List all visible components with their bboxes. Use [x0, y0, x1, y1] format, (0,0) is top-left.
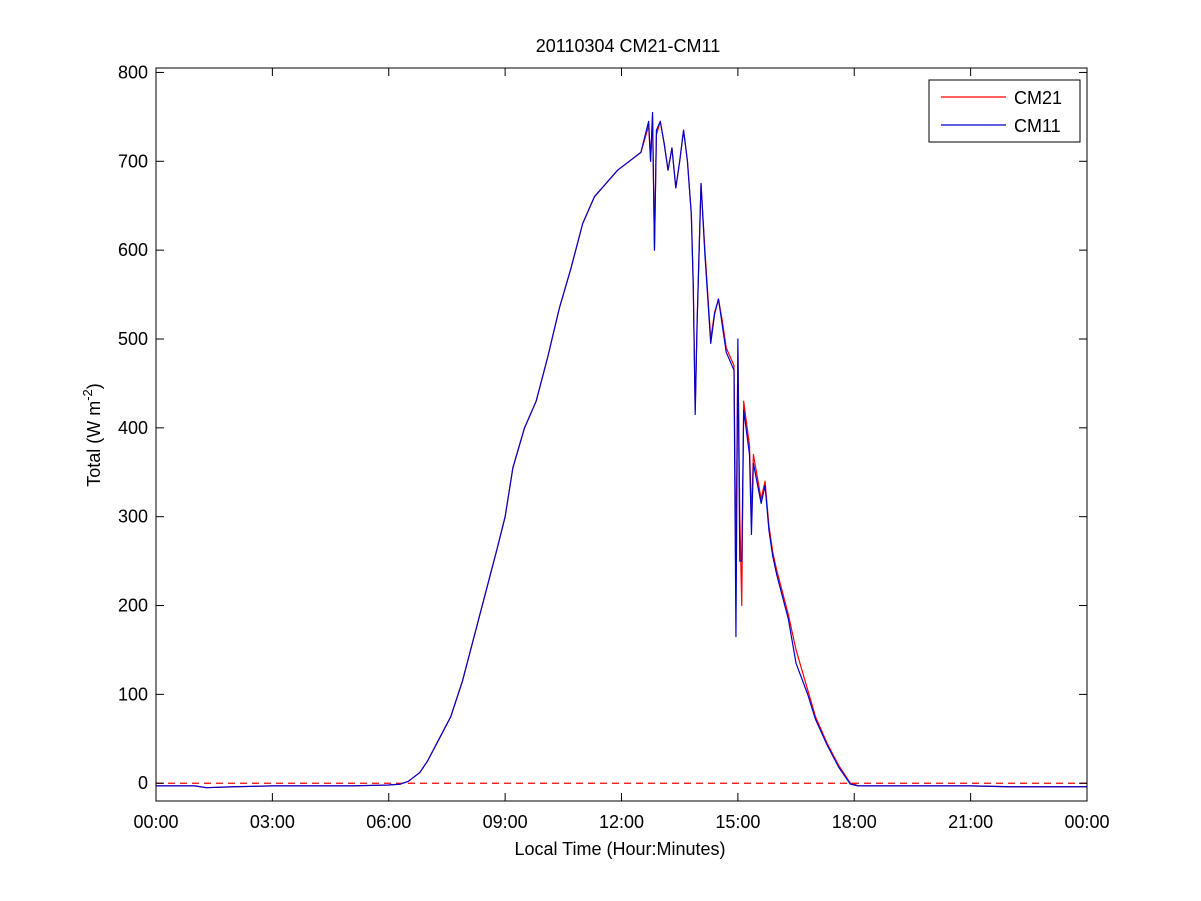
y-axis: 0 100 200 300 400 500 600 700 800 [118, 62, 1087, 793]
series-layer [156, 111, 1087, 789]
x-tick-label: 00:00 [133, 812, 178, 832]
y-axis-title-main: Total (W m [84, 401, 104, 487]
y-tick-label: 300 [118, 507, 148, 527]
y-axis-title-exponent: -2 [80, 389, 95, 401]
x-tick-label: 06:00 [366, 812, 411, 832]
series-line-cm11 [156, 111, 1087, 789]
y-tick-label: 600 [118, 240, 148, 260]
legend-label-cm21: CM21 [1014, 88, 1062, 108]
x-tick-label: 00:00 [1064, 812, 1109, 832]
y-axis-title: Total (W m-2) [80, 383, 104, 487]
plot-area [156, 68, 1087, 801]
y-tick-label: 700 [118, 151, 148, 171]
x-tick-label: 21:00 [948, 812, 993, 832]
y-tick-label: 400 [118, 418, 148, 438]
chart-title: 20110304 CM21-CM11 [536, 36, 720, 56]
y-tick-label: 500 [118, 329, 148, 349]
y-tick-label: 800 [118, 62, 148, 82]
x-tick-label: 18:00 [832, 812, 877, 832]
x-tick-label: 15:00 [715, 812, 760, 832]
x-tick-label: 12:00 [599, 812, 644, 832]
x-tick-label: 09:00 [483, 812, 528, 832]
y-tick-label: 100 [118, 684, 148, 704]
x-axis-title: Local Time (Hour:Minutes) [514, 839, 725, 859]
y-tick-label: 200 [118, 596, 148, 616]
x-tick-label: 03:00 [250, 812, 295, 832]
y-axis-title-suffix: ) [84, 383, 104, 389]
y-tick-label: 0 [138, 773, 148, 793]
legend-box [928, 79, 1081, 143]
x-axis: 00:00 03:00 06:00 09:00 12:00 15:00 18:00 21:00… [133, 68, 1110, 832]
legend: CM21 CM11 [928, 79, 1081, 143]
legend-label-cm11: CM11 [1014, 116, 1061, 136]
